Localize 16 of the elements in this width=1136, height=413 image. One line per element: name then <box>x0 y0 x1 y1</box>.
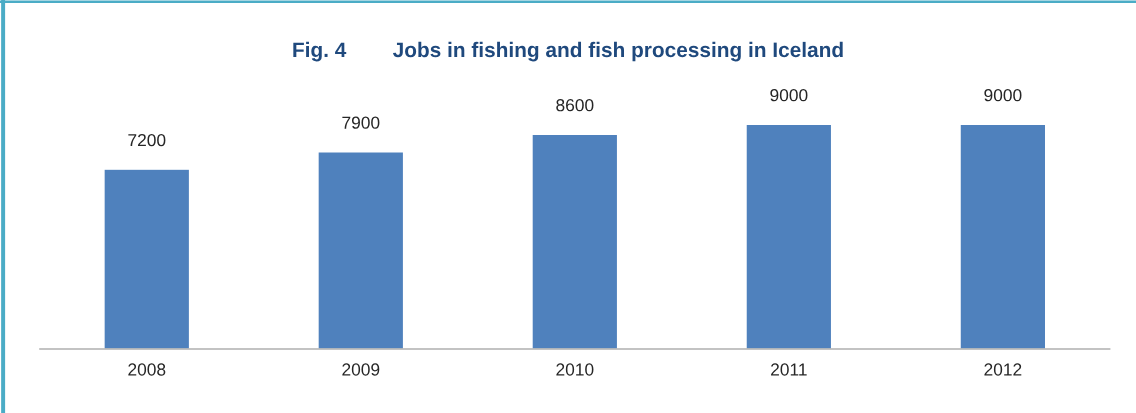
chart-title: Fig. 4 Jobs in fishing and fish processing in Iceland <box>293 41 843 62</box>
bar <box>531 133 619 349</box>
x-tick-label: 2011 <box>771 363 807 376</box>
data-label: 9000 <box>770 89 808 102</box>
data-label: 7900 <box>342 116 380 129</box>
x-tick-label: 2010 <box>556 363 594 376</box>
data-label: 9000 <box>984 89 1022 102</box>
bar <box>745 123 833 349</box>
x-tick-label: 2012 <box>984 363 1022 376</box>
x-tick-label: 2008 <box>128 363 166 376</box>
bar <box>317 150 405 349</box>
data-label: 7200 <box>128 134 166 147</box>
bar <box>959 123 1047 349</box>
bar <box>103 168 191 349</box>
x-tick-label: 2009 <box>342 363 380 376</box>
data-label: 8600 <box>556 99 594 112</box>
